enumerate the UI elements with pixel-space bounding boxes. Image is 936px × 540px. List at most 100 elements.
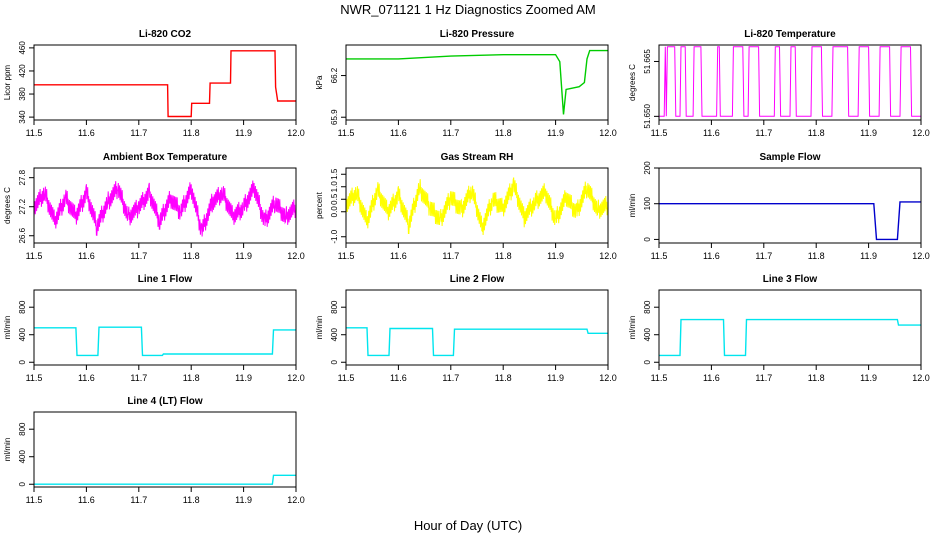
chart-8-y-tick-label: 400 (330, 328, 339, 342)
chart-10-ylabel: ml/min (3, 438, 12, 462)
chart-1-x-tick-label: 12.0 (287, 128, 305, 138)
chart-5-series-line (346, 177, 608, 236)
chart-1-frame (33, 44, 297, 121)
chart-3-x-tick-label: 12.0 (912, 128, 930, 138)
chart-7-x-tick-label: 11.6 (78, 373, 95, 383)
chart-1-ylabel: Licor ppm (3, 65, 12, 100)
chart-3-x-tick-label: 11.5 (651, 128, 668, 138)
chart-2-panel: Li-820 Pressure kPa 11.5 11.6 11.7 11.8 11.9 12… (315, 29, 617, 138)
chart-5-x-tick-label: 11.9 (547, 251, 564, 261)
chart-4-frame (33, 167, 297, 244)
page-title: NWR_071121 1 Hz Diagnostics Zoomed AM (340, 2, 596, 17)
chart-7-y-tick-label: 800 (18, 300, 27, 314)
chart-4-y-tick-label: 27.2 (18, 198, 27, 214)
chart-2-x-tick-label: 11.6 (390, 128, 407, 138)
chart-3-y-tick-label: 51.650 (643, 104, 652, 129)
chart-9-x-tick-label: 11.5 (651, 373, 668, 383)
chart-1-x-tick-label: 11.6 (78, 128, 95, 138)
chart-5-y-tick-label: 1.5 (330, 168, 339, 180)
chart-4-series-line (34, 180, 296, 237)
chart-6-y-tick-label: 100 (643, 196, 652, 210)
chart-7-y-tick-label: 0 (18, 359, 27, 364)
chart-2-y-tick-label: 65.9 (330, 109, 339, 125)
chart-10-y-tick-label: 400 (18, 450, 27, 464)
chart-10-x-tick-label: 11.6 (78, 495, 95, 505)
chart-10-x-tick-label: 12.0 (287, 495, 305, 505)
chart-2-x-tick-label: 11.8 (495, 128, 512, 138)
chart-6-x-tick-label: 11.7 (755, 251, 772, 261)
chart-5-y-tick-label: -1.0 (330, 229, 339, 243)
chart-9-series-line (659, 318, 921, 357)
chart-6-x-tick-label: 11.8 (808, 251, 825, 261)
chart-10-series-line (34, 474, 296, 485)
chart-4-x-tick-label: 11.7 (130, 251, 147, 261)
chart-5-y-tick-label: 1.0 (330, 181, 339, 193)
chart-8-x-tick-label: 11.7 (442, 373, 459, 383)
chart-5-frame (345, 167, 609, 244)
chart-9-title: Line 3 Flow (763, 274, 818, 285)
chart-1-y-tick-label: 420 (18, 64, 27, 78)
chart-3-frame (658, 44, 922, 121)
chart-3-title: Li-820 Temperature (744, 29, 836, 40)
chart-7-x-tick-label: 11.9 (235, 373, 252, 383)
chart-6-y-tick-label: 200 (643, 161, 652, 175)
chart-6-y-tick-label: 0 (643, 237, 652, 242)
chart-2-x-tick-label: 12.0 (599, 128, 617, 138)
chart-4-panel: Ambient Box Temperature degrees C 11.5 11.6… (3, 152, 305, 261)
chart-7-x-tick-label: 11.8 (183, 373, 200, 383)
chart-2-title: Li-820 Pressure (440, 29, 515, 40)
chart-5-title: Gas Stream RH (441, 152, 514, 163)
chart-4-x-tick-label: 11.5 (26, 251, 43, 261)
chart-4-title: Ambient Box Temperature (103, 152, 228, 163)
chart-5-ylabel: percent (315, 191, 324, 218)
chart-6-x-tick-label: 11.9 (860, 251, 877, 261)
chart-1-series-line (34, 50, 296, 118)
chart-9-y-tick-label: 400 (643, 328, 652, 342)
chart-3-panel: Li-820 Temperature degrees C 11.5 11.6 11.7 1… (628, 29, 930, 138)
chart-8-x-tick-label: 11.6 (390, 373, 407, 383)
chart-6-frame (658, 167, 922, 244)
chart-2-y-tick-label: 66.2 (330, 67, 339, 83)
chart-4-ylabel: degrees C (3, 187, 12, 224)
chart-10-frame (33, 411, 297, 488)
chart-9-panel: Line 3 Flow ml/min 11.5 11.6 11.7 11.8 11.9 12.… (628, 274, 930, 383)
chart-9-x-tick-label: 12.0 (912, 373, 930, 383)
chart-7-panel: Line 1 Flow ml/min 11.5 11.6 11.7 11.8 11.9 12.… (3, 274, 305, 383)
chart-6-series-line (659, 201, 921, 241)
chart-10-y-tick-label: 800 (18, 422, 27, 436)
chart-3-x-tick-label: 11.6 (703, 128, 720, 138)
chart-8-panel: Line 2 Flow ml/min 11.5 11.6 11.7 11.8 11.9 12.… (315, 274, 617, 383)
chart-9-x-tick-label: 11.6 (703, 373, 720, 383)
chart-5-x-tick-label: 12.0 (599, 251, 617, 261)
chart-10-y-tick-label: 0 (18, 481, 27, 486)
chart-1-x-tick-label: 11.7 (130, 128, 147, 138)
chart-7-frame (33, 289, 297, 366)
chart-7-series-line (34, 326, 296, 357)
chart-7-x-tick-label: 11.5 (26, 373, 43, 383)
chart-7-y-tick-label: 400 (18, 328, 27, 342)
chart-9-y-tick-label: 800 (643, 300, 652, 314)
chart-8-y-tick-label: 800 (330, 300, 339, 314)
chart-1-y-tick-label: 460 (18, 41, 27, 55)
chart-7-title: Line 1 Flow (138, 274, 193, 285)
chart-9-x-tick-label: 11.8 (808, 373, 825, 383)
chart-2-frame (345, 44, 609, 121)
chart-3-series-line (659, 46, 921, 117)
chart-1-y-tick-label: 380 (18, 87, 27, 101)
chart-10-title: Line 4 (LT) Flow (127, 396, 203, 407)
chart-5-panel: Gas Stream RH percent 11.5 11.6 11.7 11.8 11.9… (315, 152, 617, 261)
chart-2-ylabel: kPa (315, 75, 324, 89)
chart-10-x-tick-label: 11.5 (26, 495, 43, 505)
chart-9-y-tick-label: 0 (643, 359, 652, 364)
chart-8-title: Line 2 Flow (450, 274, 505, 285)
chart-6-title: Sample Flow (759, 152, 820, 163)
chart-3-x-tick-label: 11.7 (755, 128, 772, 138)
chart-9-ylabel: ml/min (628, 316, 637, 340)
chart-8-frame (345, 289, 609, 366)
chart-1-panel: Li-820 CO2 Licor ppm 11.5 11.6 11.7 11.8 11.9 1… (3, 29, 305, 138)
chart-2-x-tick-label: 11.7 (442, 128, 459, 138)
chart-1-x-tick-label: 11.8 (183, 128, 200, 138)
chart-8-x-tick-label: 11.9 (547, 373, 564, 383)
x-axis-label: Hour of Day (UTC) (413, 518, 523, 533)
